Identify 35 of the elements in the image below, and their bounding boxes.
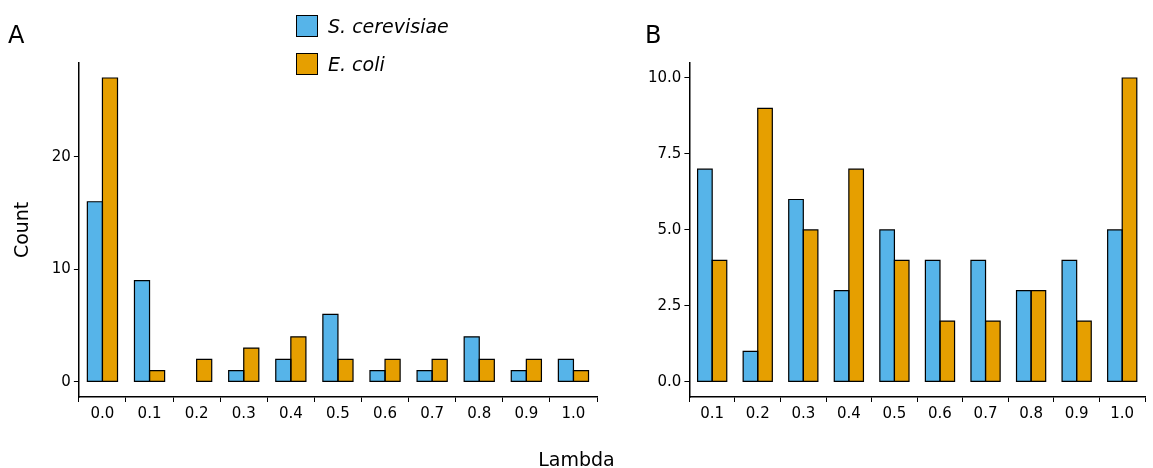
- y-tick-label: 0: [61, 371, 71, 390]
- x-tick-label: 0.2: [184, 403, 209, 422]
- chart-title: B: [645, 20, 662, 49]
- x-tick-label: 0.5: [326, 403, 350, 422]
- x-tick-label: 0.1: [137, 403, 162, 422]
- x-tick-label: 1.0: [1110, 403, 1135, 422]
- legend-label: E. coli: [328, 53, 385, 75]
- y-tick-label: 2.5: [657, 295, 682, 314]
- x-tick-label: 0.1: [700, 403, 725, 422]
- y-tick-label: 10.0: [647, 67, 682, 86]
- x-tick-label: 0.2: [745, 403, 770, 422]
- legend-label: S. cerevisiae: [328, 15, 449, 37]
- x-tick-label: 0.9: [514, 403, 539, 422]
- x-tick-label: 0.8: [1019, 403, 1044, 422]
- x-tick-label: 0.6: [373, 403, 397, 422]
- x-tick-label: 0.3: [231, 403, 256, 422]
- y-tick-label: 7.5: [657, 143, 682, 162]
- y-tick-label: 5.0: [657, 219, 682, 238]
- x-tick-label: 0.9: [1064, 403, 1089, 422]
- x-tick-label: 0.3: [791, 403, 816, 422]
- x-tick-label: 1.0: [561, 403, 586, 422]
- y-axis-title: Count: [10, 201, 33, 259]
- x-tick-label: 0.6: [928, 403, 952, 422]
- y-tick-label: 10: [51, 259, 71, 278]
- x-tick-label: 0.7: [973, 403, 998, 422]
- x-tick-label: 0.0: [90, 403, 115, 422]
- y-tick-label: 0.0: [657, 371, 682, 390]
- x-tick-label: 0.5: [882, 403, 907, 422]
- x-tick-label: 0.7: [420, 403, 445, 422]
- x-axis-title: Lambda: [537, 448, 616, 468]
- x-tick-label: 0.4: [836, 403, 861, 422]
- y-tick-label: 20: [51, 146, 71, 165]
- x-tick-label: 0.8: [467, 403, 492, 422]
- chart-title: A: [8, 20, 25, 49]
- x-tick-label: 0.4: [278, 403, 303, 422]
